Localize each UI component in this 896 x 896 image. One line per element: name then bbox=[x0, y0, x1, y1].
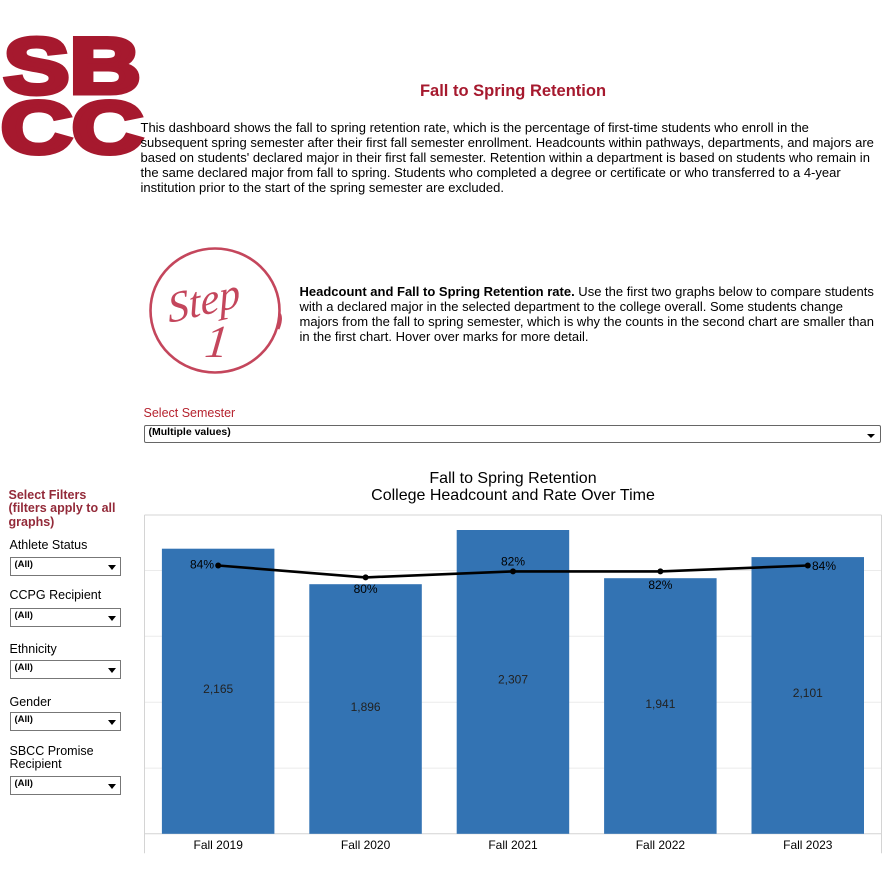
svg-text:84%: 84% bbox=[190, 558, 214, 572]
svg-text:Fall 2021: Fall 2021 bbox=[488, 838, 538, 852]
svg-text:Fall 2022: Fall 2022 bbox=[636, 838, 686, 852]
svg-text:82%: 82% bbox=[501, 555, 525, 569]
svg-text:2,307: 2,307 bbox=[498, 673, 528, 687]
svg-text:Fall 2019: Fall 2019 bbox=[194, 838, 244, 852]
svg-text:80%: 80% bbox=[354, 582, 378, 596]
svg-text:2,101: 2,101 bbox=[793, 686, 823, 700]
svg-text:Fall 2023: Fall 2023 bbox=[783, 838, 833, 852]
svg-text:1,941: 1,941 bbox=[645, 697, 675, 711]
svg-text:1,896: 1,896 bbox=[351, 700, 381, 714]
svg-text:CC: CC bbox=[1, 88, 143, 169]
svg-text:82%: 82% bbox=[648, 578, 672, 592]
svg-text:84%: 84% bbox=[812, 559, 836, 573]
svg-text:2,165: 2,165 bbox=[203, 682, 233, 696]
svg-text:1: 1 bbox=[203, 316, 231, 367]
svg-text:Fall 2020: Fall 2020 bbox=[341, 838, 391, 852]
svg-text:SB: SB bbox=[4, 21, 141, 110]
